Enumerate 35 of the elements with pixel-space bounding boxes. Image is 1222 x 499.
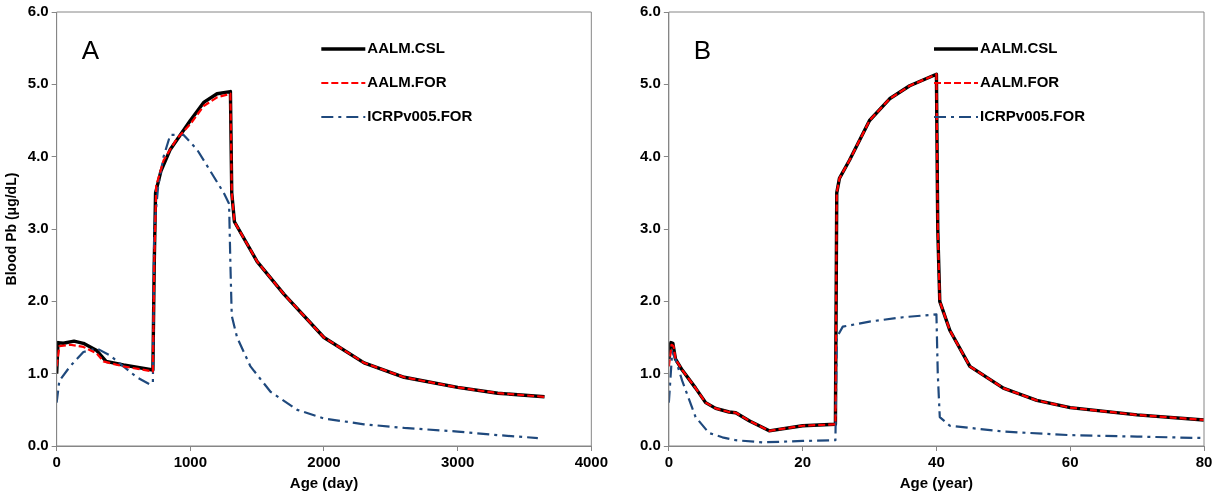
y-tick-label: 1.0 bbox=[27, 363, 49, 381]
x-tick-label: 4000 bbox=[574, 453, 608, 471]
y-tick-label: 2.0 bbox=[27, 291, 49, 309]
y-tick-label: 4.0 bbox=[27, 146, 49, 164]
x-tick-label: 80 bbox=[1195, 453, 1213, 471]
y-tick-label: 6.0 bbox=[639, 2, 661, 20]
legend-label: ICRPv005.FOR bbox=[367, 107, 473, 125]
y-tick-label: 5.0 bbox=[639, 74, 661, 92]
x-tick-label: 1000 bbox=[173, 453, 208, 471]
y-tick-label: 0.0 bbox=[639, 436, 661, 454]
y-tick-label: 1.0 bbox=[639, 363, 661, 381]
x-axis-title: Age (day) bbox=[289, 474, 359, 492]
x-tick-label: 0 bbox=[52, 453, 61, 471]
annotation: B bbox=[693, 35, 712, 66]
legend-label: ICRPv005.FOR bbox=[980, 107, 1086, 125]
y-tick-label: 3.0 bbox=[27, 219, 49, 237]
y-tick-label: 0.0 bbox=[27, 436, 49, 454]
x-tick-label: 40 bbox=[928, 453, 945, 471]
x-tick-label: 20 bbox=[794, 453, 811, 471]
x-tick-label: 60 bbox=[1061, 453, 1079, 471]
annotation: A bbox=[81, 35, 100, 66]
y-tick-label: 2.0 bbox=[639, 291, 661, 309]
x-tick-label: 2000 bbox=[307, 453, 341, 471]
legend-label: AALM.CSL bbox=[980, 39, 1058, 57]
y-tick-label: 4.0 bbox=[639, 146, 661, 164]
y-tick-label: 3.0 bbox=[639, 219, 661, 237]
legend-label: AALM.FOR bbox=[367, 73, 447, 91]
y-tick-label: 6.0 bbox=[27, 2, 49, 20]
x-tick-label: 0 bbox=[664, 453, 674, 471]
legend-label: AALM.CSL bbox=[367, 39, 445, 57]
legend-label: AALM.FOR bbox=[980, 73, 1060, 91]
x-tick-label: 3000 bbox=[440, 453, 475, 471]
x-axis-title: Age (year) bbox=[899, 474, 974, 492]
y-axis-title: Blood Pb (μg/dL) bbox=[3, 172, 20, 286]
y-tick-label: 5.0 bbox=[27, 74, 49, 92]
